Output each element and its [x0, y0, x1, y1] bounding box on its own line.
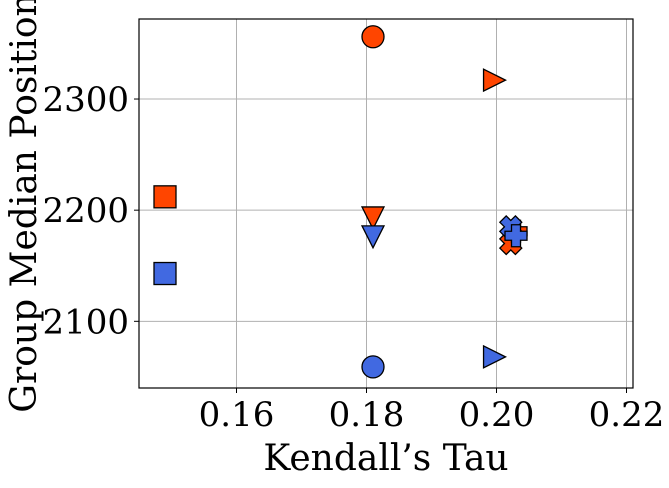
- data-point-triangle-down: [360, 206, 386, 231]
- data-point-circle: [361, 25, 385, 49]
- x-axis-ticks: 0.16 0.18 0.20 0.22: [199, 388, 665, 435]
- data-point-triangle-right: [482, 68, 508, 93]
- data-points: [153, 25, 528, 379]
- data-point-triangle-right: [482, 344, 508, 369]
- plot-frame: [138, 18, 634, 389]
- y-axis-ticks: 2100 2200 2300: [42, 80, 139, 342]
- y-axis-label: Group Median Position: [4, 0, 45, 413]
- grid: [139, 19, 633, 388]
- data-point-square: [153, 185, 177, 209]
- y-tick-label: 2100: [42, 302, 129, 342]
- x-tick-label: 0.22: [589, 395, 665, 435]
- y-tick-label: 2300: [42, 80, 129, 120]
- x-tick-label: 0.16: [199, 395, 275, 435]
- data-point-triangle-down: [360, 225, 386, 250]
- data-point-plus: [504, 224, 528, 248]
- x-tick-label: 0.20: [459, 395, 535, 435]
- x-axis-label: Kendall’s Tau: [263, 438, 508, 479]
- y-tick-label: 2200: [42, 191, 129, 231]
- data-point-square: [153, 261, 177, 286]
- data-point-circle: [361, 355, 385, 379]
- x-tick-label: 0.18: [329, 395, 405, 435]
